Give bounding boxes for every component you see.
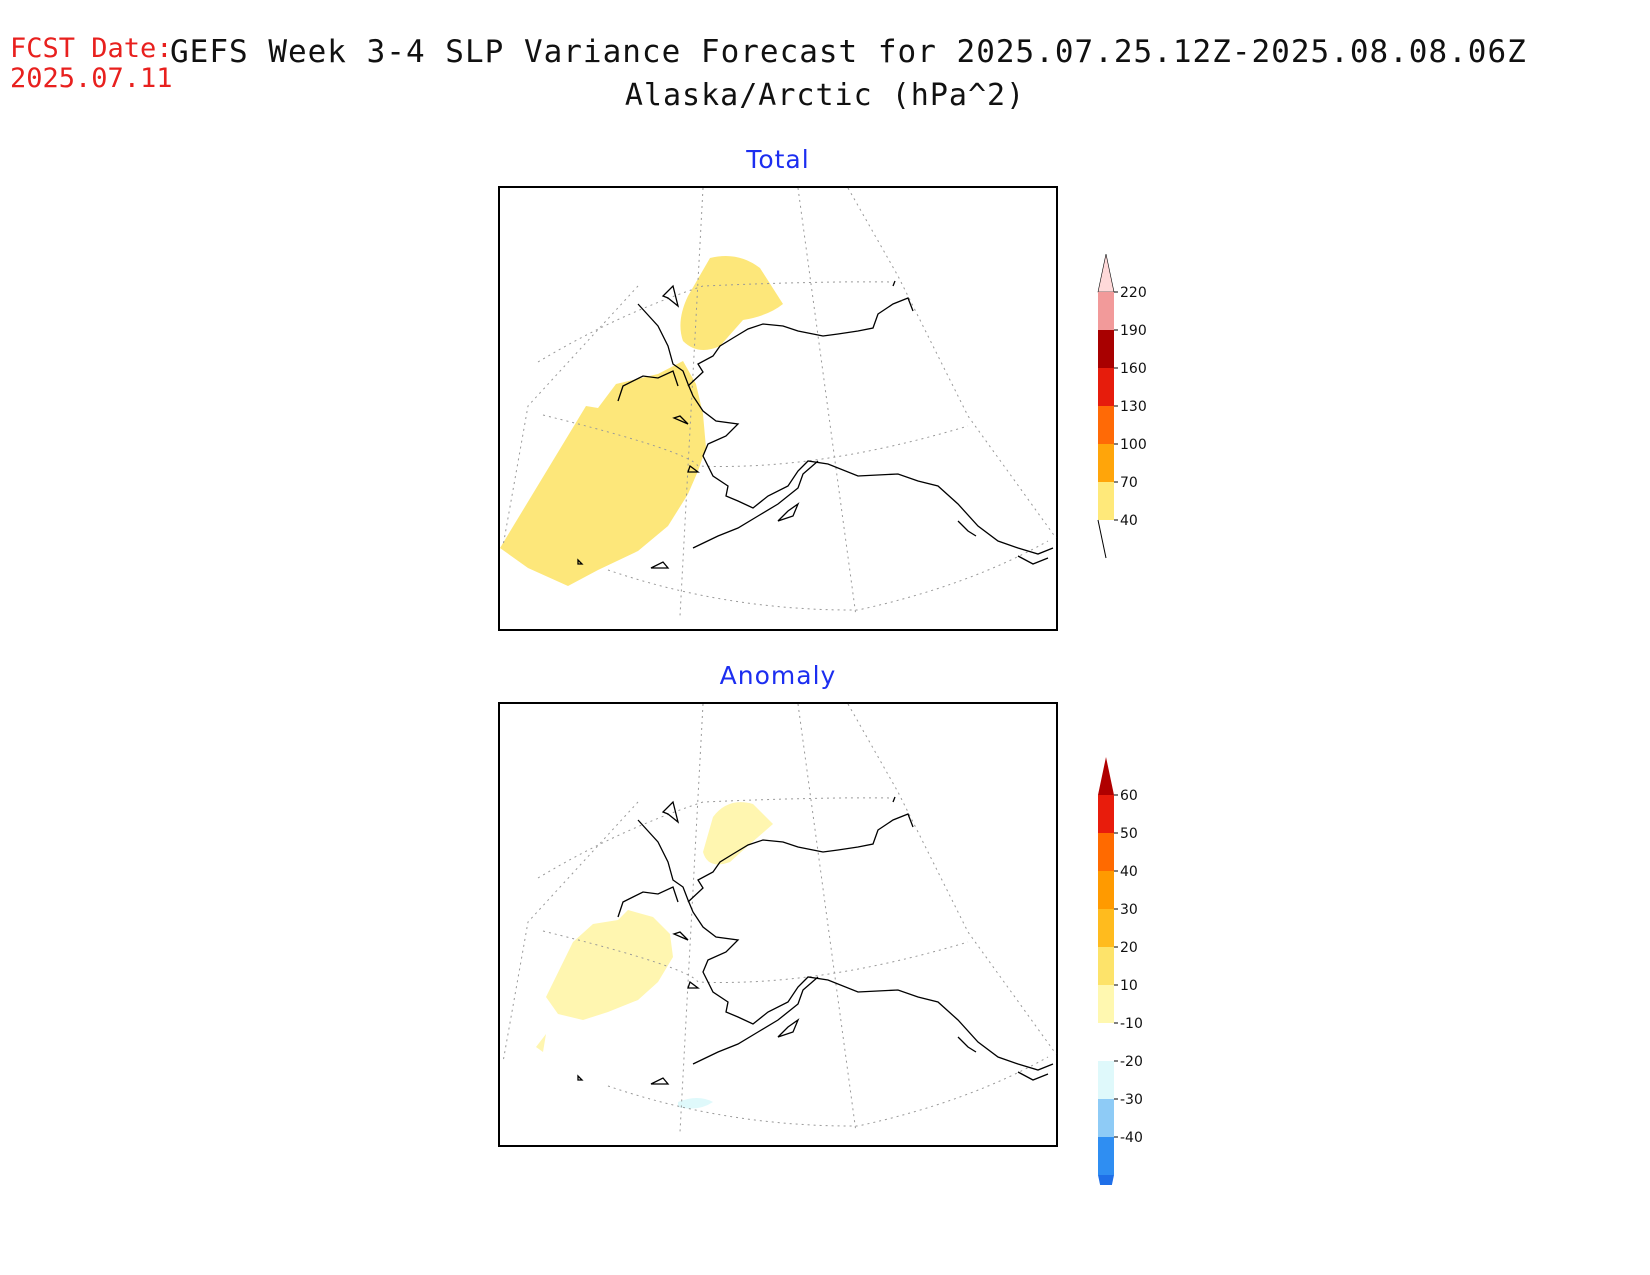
anomaly-colorbar: 60 50 40 30 20 10 -10 -20 -30 -40 <box>1098 757 1143 1185</box>
colorbar-swatch <box>1098 368 1114 406</box>
shaded-regions <box>536 802 773 1109</box>
colorbar-swatch <box>1098 985 1114 1023</box>
map-frame <box>498 702 1058 1147</box>
colorbar-swatch <box>1098 1023 1114 1061</box>
panel-title-anomaly: Anomaly <box>719 661 837 690</box>
shaded-region-bering <box>500 361 706 586</box>
colorbar-top-arrow <box>1098 757 1114 795</box>
colorbar-tick-label: 130 <box>1120 399 1147 415</box>
colorbar-tick-label: 20 <box>1120 940 1138 956</box>
shaded-region-chukchi <box>703 802 773 865</box>
colorbar-tick-label: 40 <box>1120 513 1138 529</box>
graticule <box>502 187 1057 617</box>
graticule <box>502 703 1057 1133</box>
colorbar-tick-label: 30 <box>1120 902 1138 918</box>
colorbar-tick-label: 60 <box>1120 788 1138 804</box>
fcst-date-block: FCST Date: 2025.07.11 <box>10 34 173 94</box>
colorbar-tick-label: -40 <box>1120 1130 1143 1146</box>
shaded-region-aleutian <box>536 1034 546 1052</box>
page-subtitle: Alaska/Arctic (hPa^2) <box>624 78 1026 113</box>
colorbar-bottom-arrow <box>1098 1175 1114 1185</box>
shaded-region-bering <box>546 910 673 1020</box>
colorbar-swatch <box>1098 871 1114 909</box>
colorbar-swatch <box>1098 909 1114 947</box>
colorbar-tick-label: 220 <box>1120 285 1147 301</box>
colorbar-swatch <box>1098 482 1114 520</box>
colorbar-swatch <box>1098 330 1114 368</box>
colorbar-tick-label: -30 <box>1120 1092 1143 1108</box>
colorbar-swatch <box>1098 795 1114 833</box>
colorbar-tick-label: 50 <box>1120 826 1138 842</box>
colorbar-swatch <box>1098 1061 1114 1099</box>
coastlines <box>577 280 1054 569</box>
colorbar-tick-label: 10 <box>1120 978 1138 994</box>
colorbar-bottom-arrow <box>1097 519 1107 559</box>
colorbar-top-arrow <box>1097 253 1115 293</box>
page-title: GEFS Week 3-4 SLP Variance Forecast for … <box>170 34 1527 70</box>
total-colorbar: 40 70 100 130 160 190 220 <box>1097 253 1147 559</box>
colorbar-tick-label: 100 <box>1120 437 1147 453</box>
colorbar-tick-label: 190 <box>1120 323 1147 339</box>
fcst-date-label: FCST Date: <box>10 33 173 64</box>
colorbar-swatch <box>1098 1137 1114 1175</box>
fcst-date-value: 2025.07.11 <box>10 63 173 94</box>
colorbar-tick-label: -10 <box>1120 1016 1143 1032</box>
coastlines <box>577 796 1054 1085</box>
colorbar-swatch <box>1098 292 1114 330</box>
shaded-region-chukchi <box>680 255 783 350</box>
shaded-region-negative <box>678 1098 713 1109</box>
colorbar-tick-label: -20 <box>1120 1054 1143 1070</box>
colorbar-tick-label: 160 <box>1120 361 1147 377</box>
colorbar-tick-label: 70 <box>1120 475 1138 491</box>
colorbar-swatch <box>1098 406 1114 444</box>
colorbar-swatch <box>1098 1099 1114 1137</box>
colorbar-swatch <box>1098 947 1114 985</box>
colorbar-tick-label: 40 <box>1120 864 1138 880</box>
colorbar-swatch <box>1098 833 1114 871</box>
total-map <box>498 186 1058 631</box>
panel-title-total: Total <box>746 145 810 174</box>
colorbar-swatch <box>1098 444 1114 482</box>
shaded-regions <box>500 255 783 586</box>
anomaly-map <box>498 702 1058 1147</box>
